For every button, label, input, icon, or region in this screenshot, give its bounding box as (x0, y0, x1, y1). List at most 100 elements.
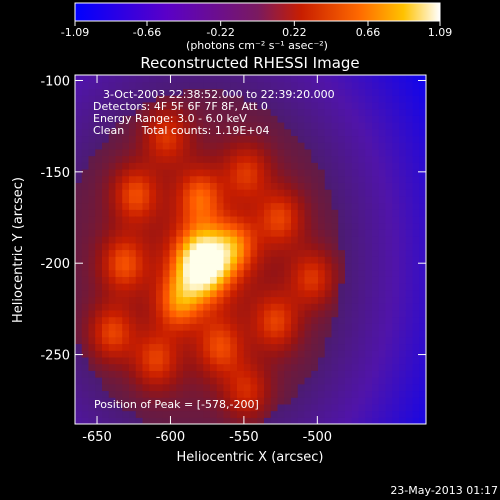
heatmap-cell (102, 383, 110, 392)
heatmap-cell (243, 209, 252, 217)
heatmap-cell (189, 189, 198, 197)
heatmap-cell (237, 316, 245, 324)
heatmap-cell (176, 336, 184, 345)
heatmap-cell (257, 81, 265, 90)
heatmap-cell (378, 135, 387, 143)
y-tick-label: -150 (40, 166, 70, 181)
heatmap-cell (203, 370, 211, 378)
heatmap-cell (216, 215, 225, 224)
heatmap-cell (135, 162, 144, 170)
heatmap-cell (318, 390, 326, 398)
heatmap-cell (183, 403, 191, 412)
heatmap-cell (223, 162, 231, 170)
heatmap-cell (156, 356, 164, 365)
heatmap-cell (210, 101, 218, 110)
heatmap-cell (419, 175, 426, 183)
heatmap-cell (108, 209, 117, 217)
heatmap-cell (210, 276, 218, 284)
x-tick-label: -500 (303, 430, 333, 445)
heatmap-cell (311, 249, 319, 257)
heatmap-cell (351, 182, 360, 190)
heatmap-cell (385, 350, 393, 358)
heatmap-cell (304, 283, 312, 291)
heatmap-cell (230, 269, 238, 277)
heatmap-cell (331, 229, 339, 237)
heatmap-cell (419, 377, 426, 385)
heatmap-cell (270, 142, 279, 150)
heatmap-cell (264, 202, 272, 210)
heatmap-cell (115, 135, 123, 143)
heatmap-cell (216, 115, 225, 123)
heatmap-cell (189, 81, 198, 90)
heatmap-cell (318, 330, 326, 338)
heatmap-cell (412, 356, 420, 365)
heatmap-cell (149, 175, 157, 183)
heatmap-cell (203, 189, 211, 197)
heatmap-cell (311, 383, 319, 392)
heatmap-cell (291, 155, 299, 163)
heatmap-cell (277, 229, 285, 237)
heatmap-cell (108, 289, 117, 298)
heatmap-cell (257, 222, 265, 230)
heatmap-cell (324, 108, 333, 116)
heatmap-cell (277, 189, 285, 197)
heatmap-cell (223, 262, 231, 271)
heatmap-cell (372, 75, 380, 83)
heatmap-cell (392, 128, 400, 137)
heatmap-cell (405, 108, 414, 116)
heatmap-cell (237, 209, 245, 217)
heatmap-cell (196, 75, 204, 83)
heatmap-cell (277, 81, 285, 90)
heatmap-cell (345, 168, 353, 177)
heatmap-cell (115, 195, 123, 204)
heatmap-cell (189, 256, 198, 264)
heatmap-cell (392, 95, 400, 103)
heatmap-cell (135, 229, 144, 237)
heatmap-cell (142, 343, 150, 351)
heatmap-cell (243, 189, 252, 197)
heatmap-cell (345, 222, 353, 230)
heatmap-cell (149, 115, 157, 123)
heatmap-cell (142, 249, 150, 257)
heatmap-cell (102, 303, 110, 311)
heatmap-cell (88, 330, 96, 338)
heatmap-cell (419, 229, 426, 237)
heatmap-cell (385, 155, 393, 163)
heatmap-cell (176, 403, 184, 412)
heatmap-cell (405, 269, 414, 277)
heatmap-cell (277, 397, 285, 405)
heatmap-cell (216, 309, 225, 318)
heatmap-cell (169, 101, 177, 110)
heatmap-cell (203, 202, 211, 210)
heatmap-cell (277, 168, 285, 177)
heatmap-cell (405, 229, 414, 237)
heatmap-cell (196, 175, 204, 183)
heatmap-cell (176, 195, 184, 204)
heatmap-cell (230, 377, 238, 385)
colorbar-tick-label: -0.66 (133, 26, 161, 39)
heatmap-cell (102, 202, 110, 210)
heatmap-cell (149, 75, 157, 83)
heatmap-cell (196, 195, 204, 204)
heatmap-cell (243, 383, 252, 392)
heatmap-cell (108, 390, 117, 398)
heatmap-cell (223, 249, 231, 257)
heatmap-cell (115, 350, 123, 358)
heatmap-cell (291, 289, 299, 298)
heatmap-cell (250, 189, 258, 197)
heatmap-cell (297, 95, 306, 103)
heatmap-cell (331, 88, 339, 96)
heatmap-cell (243, 356, 252, 365)
heatmap-cell (358, 135, 366, 143)
heatmap-cell (122, 256, 130, 264)
heatmap-cell (176, 121, 184, 130)
heatmap-cell (365, 229, 373, 237)
heatmap-cell (399, 88, 407, 96)
heatmap-cell (257, 215, 265, 224)
heatmap-cell (372, 336, 380, 345)
heatmap-cell (162, 222, 171, 230)
heatmap-cell (135, 88, 144, 96)
heatmap-cell (237, 215, 245, 224)
heatmap-cell (183, 383, 191, 392)
heatmap-cell (405, 356, 414, 365)
